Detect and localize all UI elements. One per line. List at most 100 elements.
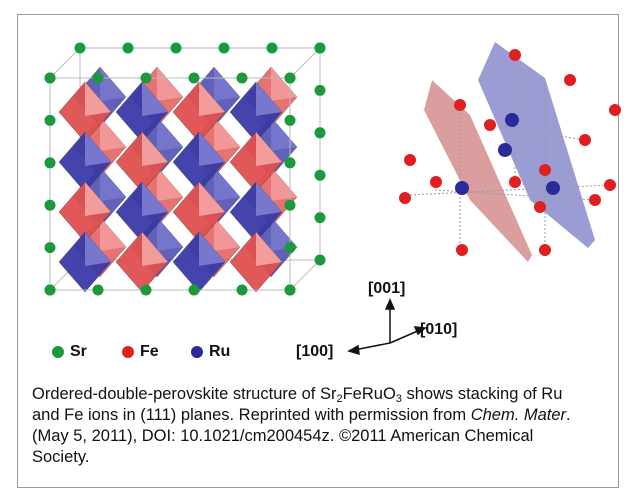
o-atom [484, 119, 496, 131]
sr-atom [218, 42, 230, 54]
octahedron-face [271, 167, 297, 201]
cube-edge [289, 47, 321, 79]
octahedron-face [142, 232, 168, 266]
octahedron-face [199, 182, 225, 216]
octahedron-face [85, 182, 111, 216]
caption-text: . (May 5, 2011), DOI: 10.1021/cm200454z.… [32, 406, 571, 466]
arrow-head [413, 326, 427, 336]
sr-atom [44, 72, 56, 84]
sr-atom [284, 284, 296, 296]
caption: Ordered-double-perovskite structure of S… [32, 384, 592, 468]
sr-atom [140, 72, 152, 84]
octahedron-face [214, 67, 240, 101]
sr-atom [170, 42, 182, 54]
o-atom [604, 179, 616, 191]
metal-atom [505, 113, 519, 127]
octahedron-face [85, 232, 111, 266]
sr-atom [284, 72, 296, 84]
o-atom [609, 104, 621, 116]
subscript: 2 [336, 393, 343, 405]
sr-atom [284, 114, 296, 126]
octahedron-face [85, 132, 111, 166]
octahedron-face [100, 67, 126, 101]
sr-atom [44, 199, 56, 211]
arrow-head [384, 298, 396, 310]
crystal-cube [44, 42, 326, 296]
o-atom [430, 176, 442, 188]
sr-atom [284, 242, 296, 254]
sr-atom [314, 84, 326, 96]
o-atom [534, 201, 546, 213]
cube-edge [289, 259, 321, 291]
legend-ru-dot [191, 346, 203, 358]
sr-atom [44, 284, 56, 296]
metal-atom [546, 181, 560, 195]
sr-atom [266, 42, 278, 54]
o-atom [539, 164, 551, 176]
octahedron-face [100, 167, 126, 201]
o-atom [539, 244, 551, 256]
sr-atom [188, 72, 200, 84]
journal-name: Chem. Mater [470, 406, 567, 424]
metal-atom [455, 181, 469, 195]
axis-label: [010] [420, 321, 457, 338]
fe-plane [424, 80, 532, 262]
legend: Sr Fe Ru [52, 343, 230, 360]
sr-atom [188, 284, 200, 296]
axis-arrow [389, 329, 421, 344]
sr-atom [314, 212, 326, 224]
caption-text: FeRuO [342, 385, 396, 403]
sr-atom [314, 127, 326, 139]
o-atom [509, 49, 521, 61]
legend-sr-dot [52, 346, 64, 358]
sr-atom [314, 254, 326, 266]
legend-label: Ru [209, 343, 230, 360]
octahedron-face [157, 217, 183, 251]
sr-atom [44, 157, 56, 169]
o-atom [589, 194, 601, 206]
octahedron-face [256, 232, 282, 266]
sr-atom [44, 242, 56, 254]
legend-fe-dot [122, 346, 134, 358]
o-atom [404, 154, 416, 166]
axes-indicator [347, 298, 427, 356]
octahedron-face [214, 167, 240, 201]
metal-atom [498, 143, 512, 157]
o-atom [399, 192, 411, 204]
bond [434, 189, 596, 201]
octahedron-face [157, 167, 183, 201]
caption-text: Ordered-double-perovskite structure of S… [32, 385, 337, 403]
o-atom [564, 74, 576, 86]
octahedron-face [199, 232, 225, 266]
axis-arrow [353, 342, 391, 351]
octahedron-face [256, 132, 282, 166]
sr-atom [236, 284, 248, 296]
octahedron-face [214, 117, 240, 151]
octahedron-face [142, 132, 168, 166]
arrow-head [347, 344, 360, 356]
sr-atom [92, 284, 104, 296]
o-atom [579, 134, 591, 146]
axis-label: [001] [368, 280, 405, 297]
sr-atom [236, 72, 248, 84]
octahedron-face [199, 132, 225, 166]
sr-atom [44, 114, 56, 126]
axis-label: [100] [296, 343, 333, 360]
figure-frame [17, 14, 619, 488]
o-atom [456, 244, 468, 256]
sr-atom [284, 157, 296, 169]
cube-edge [49, 47, 81, 79]
legend-label: Sr [70, 343, 87, 360]
octahedron-face [85, 82, 111, 116]
octahedron-face [157, 117, 183, 151]
octahedron-face [142, 82, 168, 116]
octahedron-face [256, 182, 282, 216]
subscript: 3 [395, 393, 402, 405]
octahedron-face [157, 67, 183, 101]
sr-atom [284, 199, 296, 211]
sr-atom [74, 42, 86, 54]
octahedron-face [100, 217, 126, 251]
octahedron-face [142, 182, 168, 216]
